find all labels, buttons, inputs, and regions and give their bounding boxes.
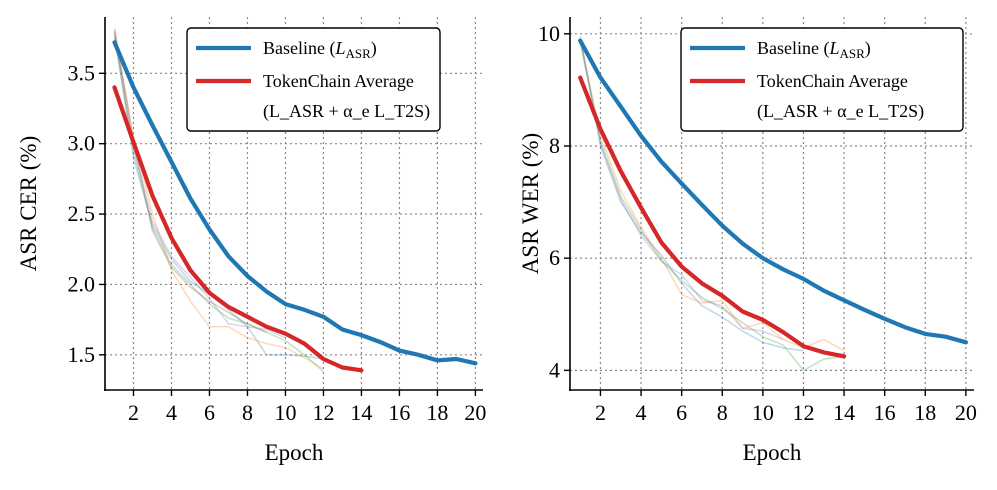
legend-text-part: ) <box>371 38 377 59</box>
cer-tokenchain-line <box>112 85 364 373</box>
wer-xtick-label-12: 12 <box>792 400 814 425</box>
legend-math-symbol: L <box>334 38 345 58</box>
wer-chart-panel: 2 4 6 8 10 12 14 16 18 20 4 6 8 10 Epoch ASR WER (%) Bas… <box>518 17 977 465</box>
cer-xtick-label-16: 16 <box>388 400 410 425</box>
cer-xtick-label-8: 8 <box>242 400 253 425</box>
wer-xtick-label-4: 4 <box>636 400 647 425</box>
wer-ytick-label-8: 8 <box>549 133 560 158</box>
cer-xtick-label-10: 10 <box>274 400 296 425</box>
cer-ytick-label-3.5: 3.5 <box>68 60 96 85</box>
cer-legend-tokenchain-formula: (L_ASR + α_e L_T2S) <box>263 101 430 122</box>
cer-faint-series-3 <box>113 30 286 339</box>
cer-legend-tokenchain-label: TokenChain Average <box>263 71 414 91</box>
cer-xtick-label-4: 4 <box>166 400 177 425</box>
wer-xtick-label-20: 20 <box>955 400 977 425</box>
cer-faint-series-2 <box>113 36 324 373</box>
wer-xtick-label-2: 2 <box>595 400 606 425</box>
wer-legend: Baseline (LASR) TokenChain Average (L_ASR … <box>680 27 964 132</box>
cer-xtick-label-12: 12 <box>312 400 334 425</box>
legend-text-part: Baseline ( <box>263 38 335 59</box>
wer-ytick-label-4: 4 <box>549 357 560 382</box>
wer-faint-series-3 <box>579 38 784 341</box>
legend-text-part: ) <box>865 38 871 59</box>
cer-x-axis-label: Epoch <box>265 440 324 465</box>
wer-x-axis-label: Epoch <box>743 440 802 465</box>
wer-baseline-line <box>578 38 969 345</box>
cer-faint-series-4 <box>113 28 267 334</box>
cer-baseline-line <box>112 40 478 366</box>
wer-xtick-label-6: 6 <box>676 400 687 425</box>
wer-ytick-label-6: 6 <box>549 245 560 270</box>
cer-legend-frame <box>186 27 441 132</box>
cer-chart-panel: 2 4 6 8 10 12 14 16 18 20 1.5 2.0 2.5 3.0 3.5 Epoch ASR … <box>16 17 486 465</box>
legend-text-part: Baseline ( <box>757 38 829 59</box>
wer-faint-series-0 <box>579 36 804 352</box>
wer-xtick-label-8: 8 <box>717 400 728 425</box>
cer-xtick-label-2: 2 <box>128 400 139 425</box>
cer-xtick-label-14: 14 <box>350 400 372 425</box>
cer-legend-baseline-label: Baseline (LASR) <box>263 38 377 61</box>
wer-legend-tokenchain-label: TokenChain Average <box>757 71 908 91</box>
cer-legend: Baseline (LASR) TokenChain Average (L_ASR … <box>186 27 441 132</box>
wer-faint-series-1 <box>579 39 845 352</box>
wer-faint-series-2 <box>579 42 845 372</box>
wer-legend-frame <box>680 27 964 132</box>
cer-ytick-label-1.5: 1.5 <box>68 342 96 367</box>
legend-subscript: ASR <box>840 46 866 61</box>
wer-xtick-label-18: 18 <box>914 400 936 425</box>
cer-ytick-label-2.0: 2.0 <box>68 271 96 296</box>
legend-math-symbol: L <box>828 38 839 58</box>
cer-y-axis-label: ASR CER (%) <box>16 136 41 271</box>
wer-ytick-label-10: 10 <box>538 21 560 46</box>
cer-xtick-label-18: 18 <box>426 400 448 425</box>
wer-y-axis-label: ASR WER (%) <box>518 133 543 274</box>
cer-ytick-label-3.0: 3.0 <box>68 131 96 156</box>
cer-xtick-label-6: 6 <box>204 400 215 425</box>
wer-xtick-label-14: 14 <box>833 400 855 425</box>
legend-subscript: ASR <box>346 46 372 61</box>
wer-xtick-label-16: 16 <box>874 400 896 425</box>
wer-legend-tokenchain-formula: (L_ASR + α_e L_T2S) <box>757 101 924 122</box>
wer-xtick-label-10: 10 <box>752 400 774 425</box>
cer-xtick-label-20: 20 <box>464 400 486 425</box>
cer-faint-series-1 <box>113 30 324 370</box>
cer-ytick-label-2.5: 2.5 <box>68 201 96 226</box>
wer-tokenchain-line <box>578 75 847 359</box>
wer-legend-baseline-label: Baseline (LASR) <box>757 38 871 61</box>
